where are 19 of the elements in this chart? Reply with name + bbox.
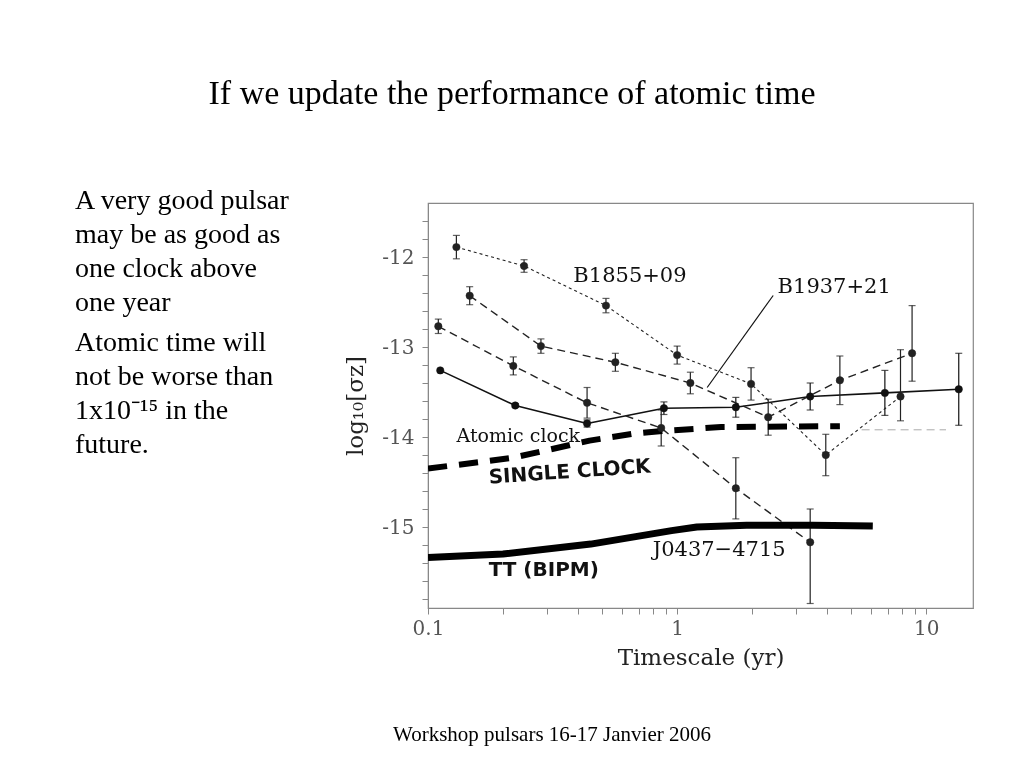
annotation: TT (BIPM) [488,557,599,582]
annotation: Atomic clock [455,423,581,446]
annotation: SINGLE CLOCK [487,453,653,489]
y-tick-label: -12 [382,244,415,269]
x-tick-label: 10 [914,615,940,640]
annotation: J0437−4715 [650,537,786,562]
chart-title: If we update the performance of atomic time [208,74,816,111]
annotation: B1937+21 [777,273,891,298]
x-axis-title: Timescale (yr) [617,643,785,670]
text: Workshop pulsars 16-17 Janvier 2006 [393,722,711,746]
y-tick-label: -13 [382,334,415,359]
annotation: B1855+09 [573,262,687,287]
y-axis-title: log₁₀[σz] [342,355,369,457]
x-tick-label: 1 [671,615,685,640]
x-tick-label: 0.1 [412,615,445,640]
y-tick-label: -14 [382,424,415,449]
text: Atomic time will not be worse than 1x10⁻¹⁵ in the future. [75,326,274,459]
text: A very good pulsar may be as good as one clock above one year [75,184,290,317]
y-tick-label: -15 [382,514,415,539]
